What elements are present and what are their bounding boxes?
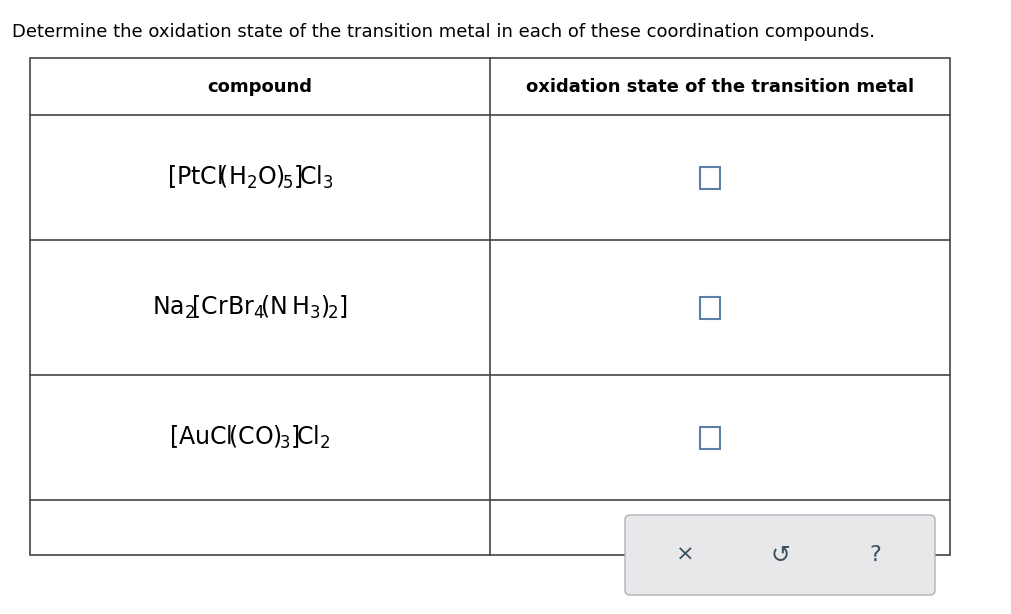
Bar <box>700 297 720 319</box>
FancyBboxPatch shape <box>625 515 935 595</box>
Text: $\left[\mathrm{PtCl}\!\left(\mathrm{H_2O}\right)_{\!5}\right]\!\mathrm{Cl_3}$: $\left[\mathrm{PtCl}\!\left(\mathrm{H_2O… <box>167 164 334 191</box>
Bar <box>700 427 720 448</box>
Text: $\mathrm{Na_2}\!\left[\mathrm{CrBr_4}\!\left(\mathrm{N\,H_3}\right)_{\!2}\right]: $\mathrm{Na_2}\!\left[\mathrm{CrBr_4}\!\… <box>152 294 348 321</box>
Text: Determine the oxidation state of the transition metal in each of these coordinat: Determine the oxidation state of the tra… <box>12 23 875 41</box>
Text: $\left[\mathrm{AuCl}\!\left(\mathrm{CO}\right)_{\!3}\right]\!\mathrm{Cl_2}$: $\left[\mathrm{AuCl}\!\left(\mathrm{CO}\… <box>169 424 331 451</box>
Text: oxidation state of the transition metal: oxidation state of the transition metal <box>526 77 914 96</box>
Text: ↺: ↺ <box>770 543 790 567</box>
Text: compound: compound <box>207 77 312 96</box>
Bar <box>700 166 720 188</box>
Text: ?: ? <box>869 545 881 565</box>
Text: ×: × <box>675 545 695 565</box>
Bar <box>30 58 950 555</box>
